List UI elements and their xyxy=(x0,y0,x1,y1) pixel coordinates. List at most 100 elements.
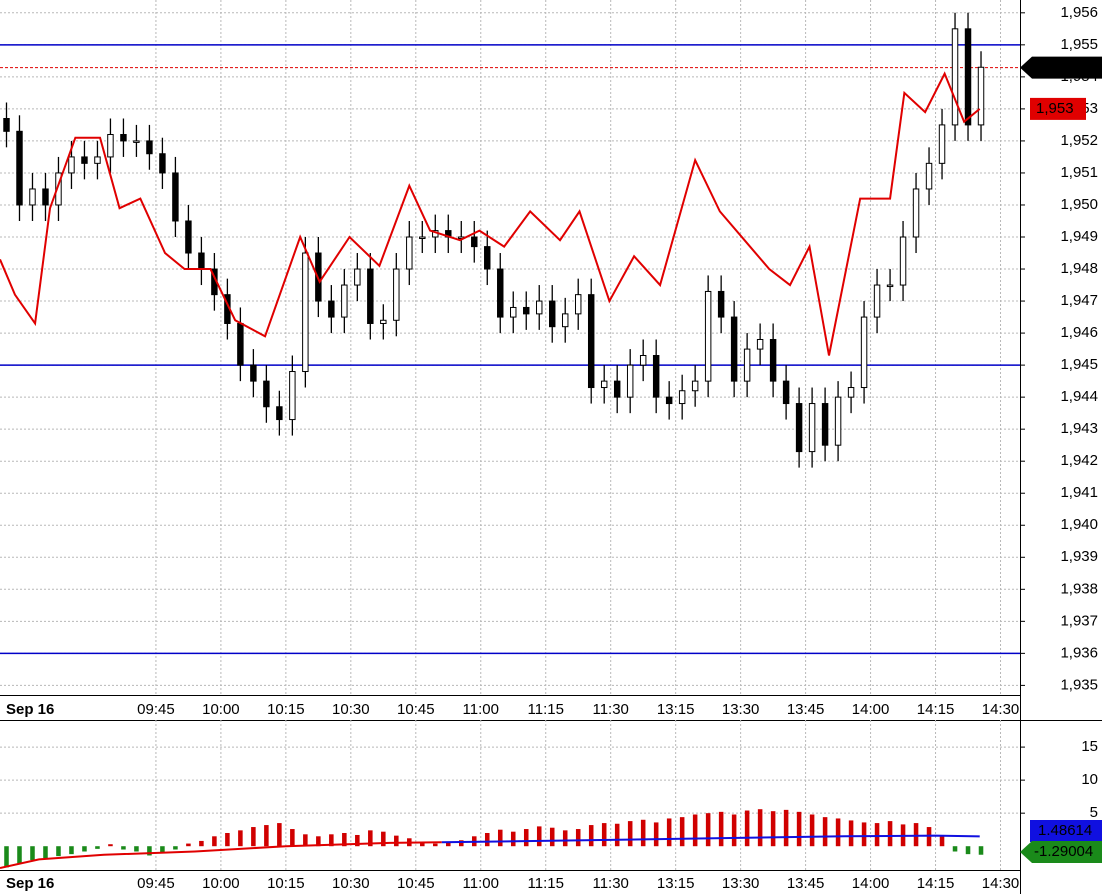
candle-body xyxy=(133,140,140,143)
candle-body xyxy=(120,134,127,142)
candle-body xyxy=(808,403,816,453)
x-tick-label: 10:45 xyxy=(397,701,435,718)
candle-body xyxy=(484,246,491,270)
histogram-bar xyxy=(459,840,464,847)
histogram-bar xyxy=(484,832,490,847)
histogram-bar xyxy=(121,846,126,850)
histogram-bar xyxy=(640,819,646,847)
candle-body xyxy=(276,406,283,421)
x-tick-label: 11:00 xyxy=(463,701,499,718)
histogram-tag xyxy=(1020,841,1102,863)
candle-body xyxy=(81,156,88,164)
candle-body xyxy=(860,316,868,389)
candle-body xyxy=(587,294,595,389)
candle-body xyxy=(263,380,270,408)
candle-body xyxy=(510,306,517,318)
histogram-bar xyxy=(861,822,867,847)
histogram-bar xyxy=(770,811,776,847)
histogram-bar xyxy=(147,846,152,856)
candle-body xyxy=(29,188,36,206)
candle-body xyxy=(730,316,738,382)
x-tick-label: 11:15 xyxy=(528,701,564,718)
x-tick-label: 10:15 xyxy=(267,875,305,892)
x-tick-label: 14:15 xyxy=(917,701,955,718)
histogram-bar xyxy=(355,834,360,847)
y-tick-label: 1,949 xyxy=(1060,228,1098,245)
candle-body xyxy=(42,188,49,206)
histogram-bar xyxy=(303,834,308,847)
histogram-bar xyxy=(783,809,789,847)
histogram-bar xyxy=(497,829,503,847)
histogram-bar xyxy=(30,846,35,861)
x-tick-label: 10:00 xyxy=(202,701,240,718)
candle-body xyxy=(925,162,933,190)
histogram-bar xyxy=(510,831,516,847)
histogram-bar xyxy=(82,846,87,852)
histogram-bar xyxy=(835,818,841,847)
x-tick-label: 13:30 xyxy=(722,701,760,718)
histogram-bar xyxy=(887,821,893,847)
histogram-bar xyxy=(173,846,178,850)
histogram-bar xyxy=(160,846,165,853)
x-tick-label: 11:15 xyxy=(528,875,564,892)
y-tick-label: 1,943 xyxy=(1060,420,1098,437)
histogram-bar xyxy=(744,810,750,847)
histogram-bar xyxy=(186,843,191,847)
candle-body xyxy=(795,403,803,453)
x-tick-label: 10:30 xyxy=(332,875,370,892)
histogram-bar xyxy=(679,817,685,847)
candle-body xyxy=(938,124,946,164)
candle-body xyxy=(237,322,244,366)
y-tick-label: 1,941 xyxy=(1060,484,1098,501)
candle-body xyxy=(691,380,699,392)
histogram-bar xyxy=(848,820,854,847)
candle-body xyxy=(354,268,361,286)
histogram-bar xyxy=(666,818,672,847)
histogram-bar xyxy=(394,835,399,847)
histogram-bar xyxy=(446,841,451,847)
candle-body xyxy=(756,338,764,350)
candle-body xyxy=(406,236,413,270)
histogram-bar xyxy=(757,809,763,847)
x-tick-label: 11:00 xyxy=(463,875,499,892)
candle-body xyxy=(626,364,634,398)
y-tick-label: 1,940 xyxy=(1060,516,1098,533)
y-tick-label: 1,952 xyxy=(1060,132,1098,149)
histogram-bar xyxy=(199,840,204,847)
histogram-bar xyxy=(627,821,633,847)
candle-body xyxy=(94,156,101,164)
oscillator-line xyxy=(441,834,980,844)
histogram-bar xyxy=(575,829,581,847)
candle-body xyxy=(639,355,647,366)
histogram-bar xyxy=(549,827,555,847)
candle-body xyxy=(341,284,348,318)
y-tick-label: 1,937 xyxy=(1060,612,1098,629)
candle-body xyxy=(899,236,907,286)
candle-body xyxy=(600,380,608,389)
candle-body xyxy=(782,380,790,405)
candle-body xyxy=(665,396,673,405)
candle-body xyxy=(107,134,114,158)
x-tick-label: 13:45 xyxy=(787,875,825,892)
histogram-bar xyxy=(731,814,737,847)
histogram-bar xyxy=(420,842,425,847)
candle-body xyxy=(769,338,777,382)
y-tick-label: 1,939 xyxy=(1060,548,1098,565)
compare-tag-label: 1,953 xyxy=(1036,100,1074,117)
candle-body xyxy=(3,118,10,132)
candle-body xyxy=(574,294,582,315)
histogram-bar xyxy=(368,830,373,847)
histogram-bar xyxy=(952,846,958,852)
histogram-bar xyxy=(264,825,269,847)
x-tick-label: 10:30 xyxy=(332,701,370,718)
x-tick-label: 13:15 xyxy=(657,701,695,718)
date-label: Sep 16 xyxy=(6,875,54,892)
histogram-bar xyxy=(69,846,74,855)
candle-body xyxy=(68,156,75,174)
histogram-bar xyxy=(601,823,607,847)
candle-body xyxy=(847,387,855,398)
histogram-bar xyxy=(212,836,217,847)
histogram-bar xyxy=(134,846,139,852)
y-tick-label: 1,936 xyxy=(1060,644,1098,661)
